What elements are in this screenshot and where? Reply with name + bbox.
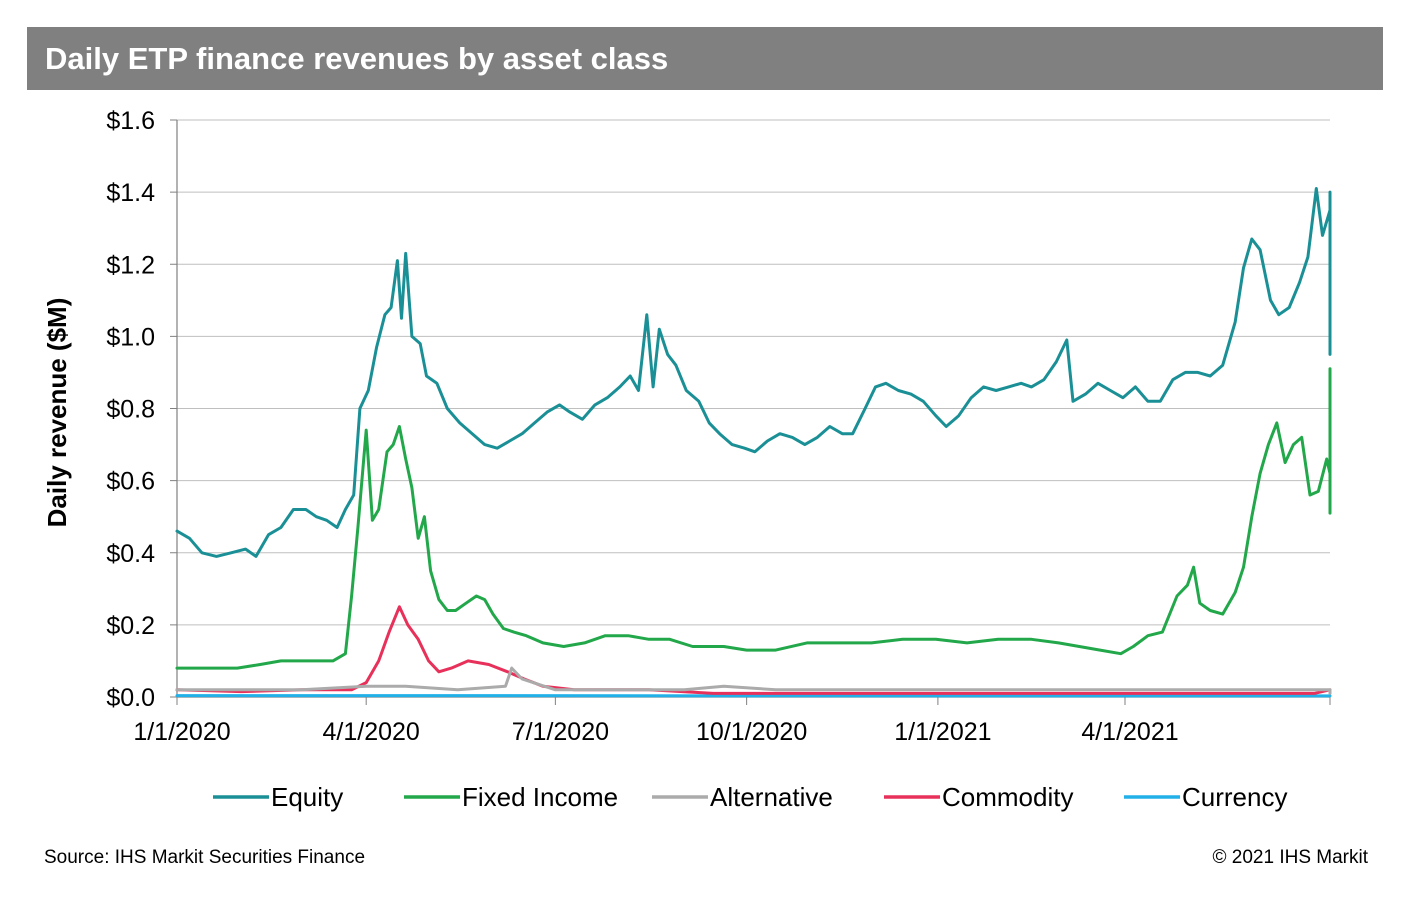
y-tick-label: $1.2 bbox=[106, 251, 155, 279]
y-tick-label: $1.0 bbox=[106, 323, 155, 351]
x-tick-label: 1/1/2020 bbox=[133, 718, 230, 746]
y-tick-label: $0.4 bbox=[106, 540, 155, 568]
x-tick-label: 4/1/2021 bbox=[1081, 718, 1178, 746]
source-note: Source: IHS Markit Securities Finance bbox=[44, 847, 366, 868]
x-tick-label: 10/1/2020 bbox=[696, 718, 807, 746]
x-tick-label: 7/1/2020 bbox=[512, 718, 609, 746]
title-bar: Daily ETP finance revenues by asset clas… bbox=[27, 27, 1383, 90]
chart-title: Daily ETP finance revenues by asset clas… bbox=[45, 41, 669, 76]
legend-label: Alternative bbox=[710, 782, 833, 812]
y-tick-label: $1.4 bbox=[106, 179, 155, 207]
legend-label: Commodity bbox=[942, 782, 1073, 812]
series-line-equity bbox=[175, 187, 1332, 558]
copyright-note: © 2021 IHS Markit bbox=[1212, 847, 1369, 868]
y-tick-label: $0.0 bbox=[106, 684, 155, 712]
y-tick-label: $1.6 bbox=[106, 107, 155, 135]
x-tick-label: 4/1/2020 bbox=[323, 718, 420, 746]
x-tick-label: 1/1/2021 bbox=[894, 718, 991, 746]
legend-label: Equity bbox=[271, 782, 343, 812]
legend-label: Currency bbox=[1182, 782, 1287, 812]
series-line-fixed-income bbox=[175, 367, 1332, 670]
y-axis-title: Daily revenue ($M) bbox=[42, 298, 72, 528]
y-tick-label: $0.6 bbox=[106, 468, 155, 496]
legend-label: Fixed Income bbox=[462, 782, 618, 812]
y-tick-label: $0.8 bbox=[106, 396, 155, 424]
series-line-alternative bbox=[175, 666, 1332, 695]
series-line-commodity bbox=[175, 605, 1332, 695]
y-tick-label: $0.2 bbox=[106, 612, 155, 640]
